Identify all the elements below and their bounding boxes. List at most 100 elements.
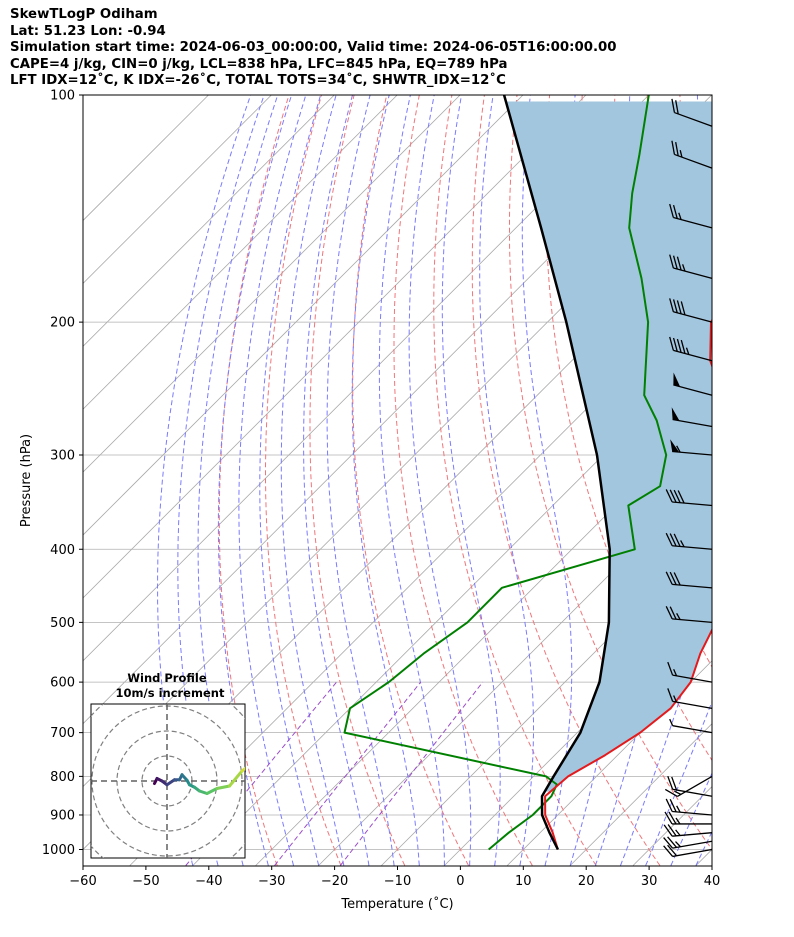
hodograph-title: Wind Profile xyxy=(127,671,207,685)
wind-barb xyxy=(665,571,713,589)
barb-full xyxy=(680,301,686,316)
barb-full xyxy=(676,256,682,271)
barb-full xyxy=(663,824,673,837)
barb-shaft xyxy=(677,775,713,797)
x-tick-label: 0 xyxy=(456,874,464,889)
barb-full xyxy=(669,298,674,312)
barb-half xyxy=(676,805,681,813)
barb-full xyxy=(673,572,681,586)
barb-half xyxy=(676,612,681,620)
barb-full xyxy=(672,337,678,352)
wind-barb xyxy=(669,336,713,362)
barb-half xyxy=(685,347,690,355)
barb-full xyxy=(663,837,674,849)
barb-full xyxy=(667,824,677,837)
moist-adiabat xyxy=(479,95,534,866)
barb-full xyxy=(676,300,682,315)
indices-line-2: LFT IDX=12˚C, K IDX=-26˚C, TOTAL TOTS=34… xyxy=(10,73,506,89)
axes: −60 −50 −40 −30 −20 −10 0 10 20 30 40 1000 900 800 700… xyxy=(42,89,720,890)
isotherm-line xyxy=(83,95,398,410)
barb-full xyxy=(671,776,678,791)
x-tick-label: −40 xyxy=(195,874,222,889)
barb-full xyxy=(676,338,682,353)
barb-shaft xyxy=(672,788,713,797)
barb-full xyxy=(677,490,685,504)
isotherm-line xyxy=(507,660,712,866)
wind-barb xyxy=(667,661,713,683)
barb-shaft xyxy=(672,450,713,456)
x-tick-label: 30 xyxy=(641,874,658,889)
dry-adiabat xyxy=(433,95,597,866)
wind-barb xyxy=(664,811,712,825)
moist-adiabat xyxy=(645,700,712,866)
barb-full xyxy=(669,336,674,351)
moist-adiabat xyxy=(156,95,252,866)
isotherm-line xyxy=(83,95,650,662)
isotherm-line xyxy=(129,282,712,866)
wind-barb xyxy=(667,776,713,797)
isotherm-line xyxy=(83,95,587,599)
moist-adiabat xyxy=(177,95,265,866)
barb-half xyxy=(673,695,678,703)
wind-barb xyxy=(669,254,713,280)
barb-shaft xyxy=(672,618,713,624)
wind-barb xyxy=(671,98,713,127)
wind-barb xyxy=(673,372,713,396)
cape-fill xyxy=(505,101,712,792)
wind-barb xyxy=(669,718,713,734)
y-axis-label: Pressure (hPa) xyxy=(19,434,34,527)
y-tick-label: 400 xyxy=(50,543,75,558)
barb-full xyxy=(671,98,676,113)
barb-shaft xyxy=(672,832,713,837)
barb-full xyxy=(665,606,673,620)
barb-full xyxy=(669,606,677,620)
barb-shaft xyxy=(673,267,713,280)
dry-adiabat xyxy=(778,95,794,866)
y-tick-label: 500 xyxy=(50,616,75,631)
x-tick-label: 10 xyxy=(515,874,532,889)
y-tick-label: 700 xyxy=(50,726,75,741)
barb-full xyxy=(665,532,673,547)
isotherm-line xyxy=(444,597,712,866)
barb-half xyxy=(682,264,686,272)
wind-barb xyxy=(665,489,713,507)
barb-shaft xyxy=(673,349,713,362)
barb-shaft xyxy=(672,700,713,709)
mixing-ratio-line xyxy=(339,681,484,866)
mixing-ratio-line xyxy=(185,681,337,866)
barb-full xyxy=(669,533,677,547)
barb-half xyxy=(674,790,682,795)
barb-full xyxy=(669,203,674,218)
x-tick-label: 40 xyxy=(704,874,721,889)
barb-full xyxy=(680,339,686,354)
hodograph-inner xyxy=(91,704,245,858)
barb-shaft xyxy=(672,674,713,683)
isotherm-line xyxy=(83,95,335,347)
barb-full xyxy=(669,489,677,503)
wind-barb xyxy=(665,532,713,550)
moist-adiabat xyxy=(521,95,573,866)
barb-full xyxy=(673,533,681,547)
dry-adiabat xyxy=(471,95,661,866)
hodograph-segment xyxy=(228,769,244,788)
moist-adiabat xyxy=(326,95,395,866)
x-axis-label: Temperature (˚C) xyxy=(340,896,453,912)
moist-adiabat xyxy=(594,95,669,866)
isotherm-line xyxy=(83,95,272,284)
wind-barbs xyxy=(663,98,713,858)
chart-header: SkewTLogP Odiham Lat: 51.23 Lon: -0.94 S… xyxy=(10,7,617,90)
barb-full xyxy=(668,811,677,825)
barb-half xyxy=(680,540,685,548)
barb-shaft xyxy=(674,153,713,169)
wind-barb xyxy=(663,836,713,849)
chart-title: SkewTLogP Odiham xyxy=(10,7,158,22)
location-line: Lat: 51.23 Lon: -0.94 xyxy=(10,23,166,39)
barb-shaft xyxy=(672,725,713,734)
barb-shaft xyxy=(673,384,713,396)
moist-adiabat xyxy=(197,95,279,866)
dry-adiabat xyxy=(265,95,342,866)
wind-barb xyxy=(669,203,713,229)
barb-shaft xyxy=(674,111,713,127)
hodograph-inset: Wind Profile 10m/s increment xyxy=(90,671,246,859)
